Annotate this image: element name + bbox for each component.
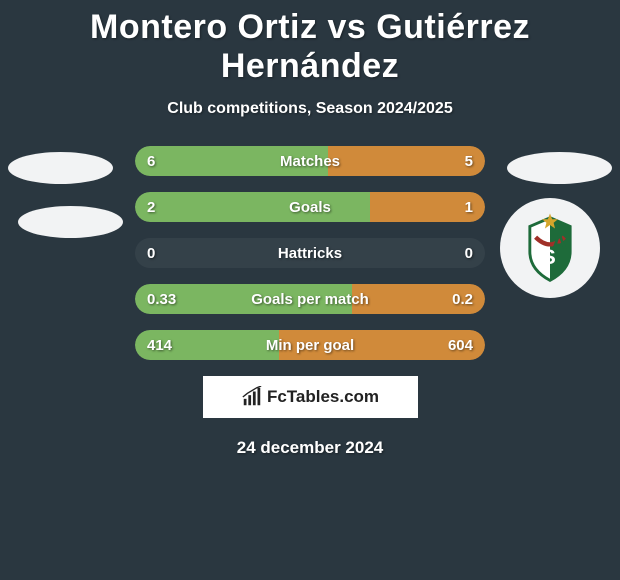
date-label: 24 december 2024 bbox=[0, 438, 620, 458]
brand-chart-icon bbox=[241, 386, 263, 408]
svg-text:A: A bbox=[551, 229, 567, 254]
stat-label: Matches bbox=[135, 146, 485, 176]
stat-row: 0.330.2Goals per match bbox=[135, 284, 485, 314]
stat-row: 65Matches bbox=[135, 146, 485, 176]
player-badge-left-2 bbox=[18, 206, 123, 238]
subtitle: Club competitions, Season 2024/2025 bbox=[0, 100, 620, 118]
stats-bars: 65Matches 21Goals 00Hattricks 0.330.2Goals … bbox=[135, 146, 485, 360]
stat-label: Goals bbox=[135, 192, 485, 222]
stat-row: 414604Min per goal bbox=[135, 330, 485, 360]
player-badge-left-1 bbox=[8, 152, 113, 184]
stats-content: S A 65Matches 21Goals 00Hattricks 0.330.2Go… bbox=[0, 146, 620, 458]
stat-label: Min per goal bbox=[135, 330, 485, 360]
player-badge-right-1 bbox=[507, 152, 612, 184]
brand-box[interactable]: FcTables.com bbox=[203, 376, 418, 418]
stat-row: 21Goals bbox=[135, 192, 485, 222]
brand-text: FcTables.com bbox=[267, 387, 379, 407]
stat-label: Goals per match bbox=[135, 284, 485, 314]
club-badge-right: S A bbox=[500, 198, 600, 298]
stat-row: 00Hattricks bbox=[135, 238, 485, 268]
club-crest-icon: S A bbox=[514, 212, 586, 284]
stat-label: Hattricks bbox=[135, 238, 485, 268]
page-title: Montero Ortiz vs Gutiérrez Hernández bbox=[0, 0, 620, 86]
